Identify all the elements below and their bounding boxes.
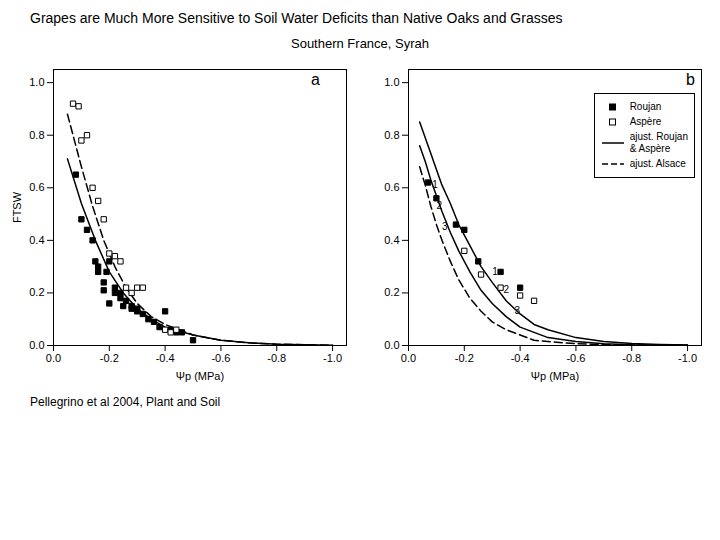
svg-text:0.2: 0.2 — [29, 286, 44, 298]
svg-text:1: 1 — [432, 179, 438, 190]
svg-text:0.0: 0.0 — [46, 352, 61, 364]
svg-text:-1.0: -1.0 — [678, 352, 697, 364]
html-text:ajust. Roujan & Aspère: ajust. Roujan & Aspère — [629, 131, 688, 154]
html-text:b: b — [686, 71, 695, 88]
html-text:Grapes are Much More Sensitive: Grapes are Much More Sensitive to Soil W… — [30, 10, 563, 26]
svg-text:-0.2: -0.2 — [100, 352, 119, 364]
svg-text:FTSW: FTSW — [11, 191, 23, 223]
svg-text:0.4: 0.4 — [384, 234, 399, 246]
svg-text:-0.2: -0.2 — [455, 352, 474, 364]
svg-text:1: 1 — [492, 266, 498, 277]
html-text:Pellegrino et al 2004, Plant a: Pellegrino et al 2004, Plant and Soil — [30, 395, 221, 409]
svg-text:Ψp (MPa): Ψp (MPa) — [176, 370, 224, 382]
svg-text:-0.4: -0.4 — [156, 352, 175, 364]
html-text:ajust. Alsace: ajust. Alsace — [629, 158, 686, 169]
svg-text:-0.8: -0.8 — [267, 352, 286, 364]
svg-text:0.8: 0.8 — [384, 129, 399, 141]
html-text:a: a — [311, 71, 320, 88]
svg-text:-0.8: -0.8 — [622, 352, 641, 364]
svg-text:3: 3 — [442, 221, 448, 232]
html-text:Aspère: Aspère — [629, 116, 662, 127]
svg-text:2: 2 — [503, 284, 509, 295]
svg-text:0.0: 0.0 — [401, 352, 416, 364]
svg-text:0.4: 0.4 — [29, 234, 44, 246]
svg-text:-1.0: -1.0 — [323, 352, 342, 364]
svg-text:0.2: 0.2 — [384, 286, 399, 298]
svg-text:-0.6: -0.6 — [566, 352, 585, 364]
svg-text:1.0: 1.0 — [29, 76, 44, 88]
svg-text:3: 3 — [515, 305, 521, 316]
svg-text:Ψp (MPa): Ψp (MPa) — [531, 370, 579, 382]
html-text:Roujan: Roujan — [629, 101, 662, 112]
svg-text:0.0: 0.0 — [384, 339, 399, 351]
svg-text:1.0: 1.0 — [384, 76, 399, 88]
svg-text:-0.4: -0.4 — [511, 352, 530, 364]
svg-text:0.8: 0.8 — [29, 129, 44, 141]
svg-text:0.0: 0.0 — [29, 339, 44, 351]
svg-text:0.6: 0.6 — [29, 181, 44, 193]
svg-text:-0.6: -0.6 — [211, 352, 230, 364]
html-text:Southern France, Syrah: Southern France, Syrah — [291, 36, 429, 51]
svg-text:2: 2 — [436, 200, 442, 211]
svg-text:0.6: 0.6 — [384, 181, 399, 193]
